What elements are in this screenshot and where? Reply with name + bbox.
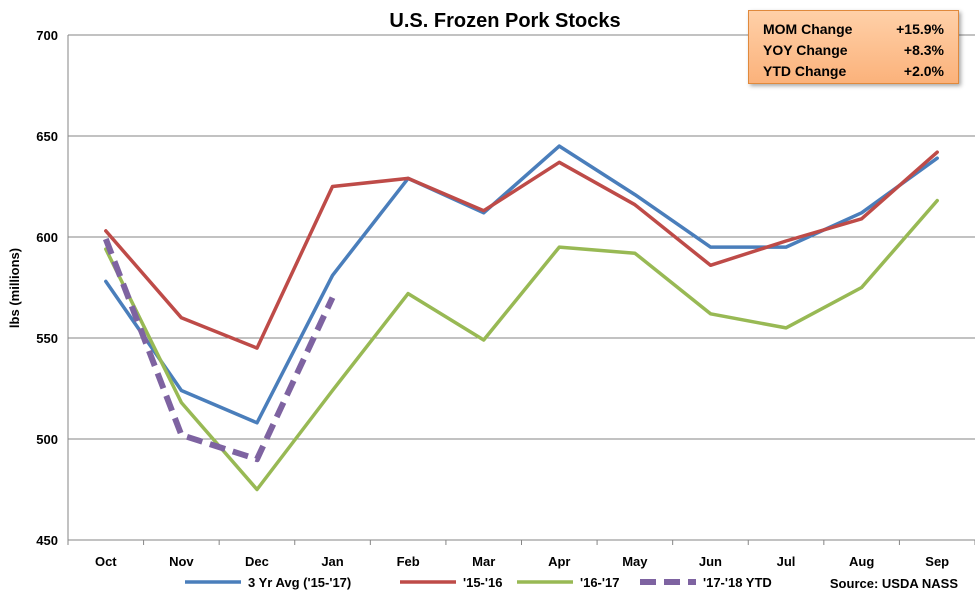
y-tick-label: 450 xyxy=(36,533,58,548)
y-tick-label: 500 xyxy=(36,432,58,447)
y-axis-ticks: 450 500 550 600 650 700 xyxy=(36,28,58,548)
x-tick-label: Mar xyxy=(472,554,495,569)
x-tick-label: May xyxy=(622,554,648,569)
legend-label: '16-'17 xyxy=(580,575,619,590)
stat-value: +8.3% xyxy=(903,42,944,58)
stat-row-ytd: YTD Change +2.0% xyxy=(763,61,944,82)
stat-row-yoy: YOY Change +8.3% xyxy=(763,40,944,61)
x-tick-label: Sep xyxy=(925,554,949,569)
x-axis-ticks: Oct Nov Dec Jan Feb Mar Apr May Jun Jul Aug Sep xyxy=(95,554,949,569)
x-tick-label: Dec xyxy=(245,554,269,569)
legend-label: 3 Yr Avg ('15-'17) xyxy=(248,575,351,590)
x-tick-label: Aug xyxy=(849,554,874,569)
x-tick-label: Nov xyxy=(169,554,194,569)
y-tick-label: 600 xyxy=(36,230,58,245)
series-line xyxy=(104,198,939,492)
stat-label: YTD Change xyxy=(763,63,847,79)
chart-title: U.S. Frozen Pork Stocks xyxy=(389,10,620,32)
x-tick-label: Jan xyxy=(321,554,343,569)
legend-label: '15-'16 xyxy=(463,575,502,590)
x-tick-label: Oct xyxy=(95,554,117,569)
series-line xyxy=(103,237,336,463)
stat-value: +2.0% xyxy=(903,63,944,79)
stats-box: MOM Change +15.9% YOY Change +8.3% YTD C… xyxy=(748,10,959,84)
stat-row-mom: MOM Change +15.9% xyxy=(763,19,944,40)
legend-label: '17-'18 YTD xyxy=(703,575,772,590)
stat-label: MOM Change xyxy=(763,21,853,37)
legend: 3 Yr Avg ('15-'17) '15-'16 '16-'17 '17-'18 … xyxy=(185,575,772,590)
stat-label: YOY Change xyxy=(763,42,848,58)
y-tick-label: 650 xyxy=(36,129,58,144)
source-note: Source: USDA NASS xyxy=(830,576,958,591)
series-lines xyxy=(103,144,939,492)
y-tick-label: 550 xyxy=(36,331,58,346)
series-line xyxy=(104,144,939,425)
gridlines xyxy=(67,34,975,545)
y-axis-label: lbs (millions) xyxy=(7,248,22,328)
y-tick-label: 700 xyxy=(36,28,58,43)
x-tick-label: Jul xyxy=(777,554,796,569)
series-line xyxy=(104,150,939,350)
x-tick-label: Apr xyxy=(548,554,570,569)
stat-value: +15.9% xyxy=(896,21,944,37)
x-tick-label: Feb xyxy=(397,554,420,569)
x-tick-label: Jun xyxy=(699,554,722,569)
